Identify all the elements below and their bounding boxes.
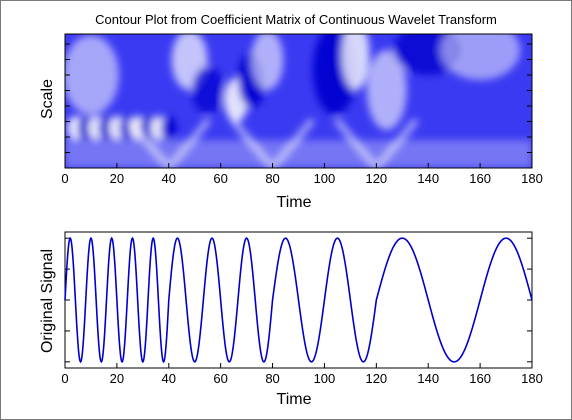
x-tick-label: 180 [521, 371, 543, 386]
heatmap-cell [126, 118, 212, 168]
x-tick-label: 80 [265, 171, 279, 186]
x-tick-label: 40 [162, 171, 176, 186]
x-tick-label: 160 [469, 371, 491, 386]
x-tick-label: 0 [61, 371, 68, 386]
heatmap-cell [251, 34, 284, 90]
x-tick-label: 120 [365, 371, 387, 386]
heatmap-frame [64, 33, 533, 169]
top-axis: 0 20 40 60 80 100 120 140 160 180 [61, 43, 543, 186]
heatmap-cell [191, 66, 224, 114]
x-tick-label: 40 [162, 371, 176, 386]
bottom-chart-ylabel: Original Signal [39, 249, 56, 353]
heatmap-plot-area [65, 34, 532, 168]
x-tick-label: 120 [365, 171, 387, 186]
heatmap-cell [366, 50, 407, 130]
heatmap-cell [440, 34, 521, 80]
x-tick-label: 100 [314, 371, 336, 386]
x-tick-label: 180 [521, 171, 543, 186]
bottom-chart-xlabel: Time [277, 391, 312, 408]
heatmap-cell [341, 34, 370, 90]
x-tick-label: 80 [265, 371, 279, 386]
x-tick-label: 0 [61, 171, 68, 186]
heatmap-cell [65, 35, 119, 115]
x-tick-label: 20 [110, 171, 124, 186]
x-tick-label: 140 [417, 171, 439, 186]
heatmap-cell [160, 116, 177, 140]
heatmap-cell [65, 140, 532, 168]
top-chart-xlabel: Time [277, 194, 312, 211]
x-tick-label: 140 [417, 371, 439, 386]
x-tick-label: 60 [213, 171, 227, 186]
top-chart-ylabel: Scale [39, 79, 56, 119]
x-tick-label: 60 [213, 371, 227, 386]
heatmap-cell [334, 118, 419, 168]
signal-series-line [64, 236, 533, 364]
x-tick-label: 100 [314, 171, 336, 186]
top-chart-title: Contour Plot from Coefficient Matrix of … [95, 12, 497, 27]
heatmap-cell [230, 118, 315, 168]
x-tick-label: 160 [469, 171, 491, 186]
x-tick-label: 20 [110, 371, 124, 386]
